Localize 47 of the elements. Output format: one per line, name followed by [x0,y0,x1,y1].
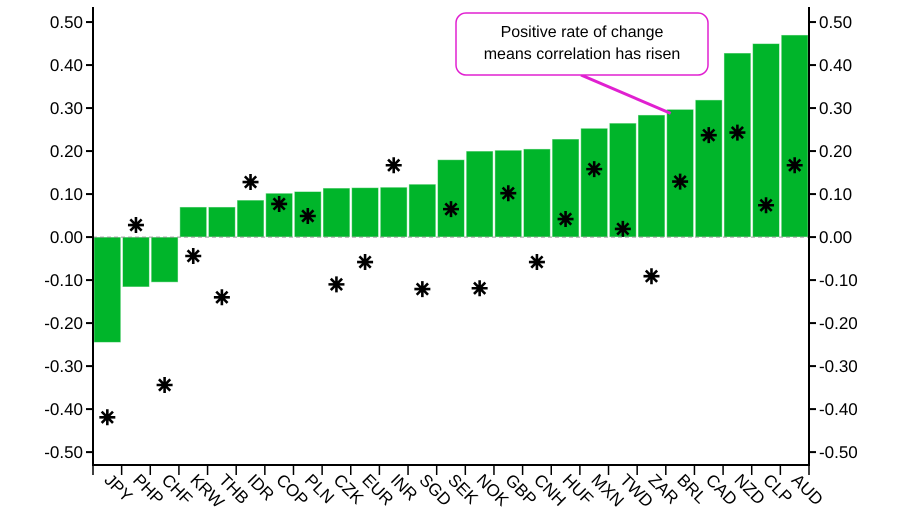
point [584,160,604,178]
y-tick-label: -0.50 [44,443,83,462]
y-tick-label: 0.30 [50,99,83,118]
y2-tick-label: 0.00 [819,228,852,248]
y-tick-label: 0.00 [50,228,83,248]
point [184,246,203,266]
y-tick-label: 0.50 [50,13,83,32]
y-tick-label: -0.10 [44,271,83,290]
point [785,156,804,175]
y2-tick-label: -0.20 [819,314,858,334]
y2-tick-label: -0.50 [819,443,858,462]
point [728,123,747,142]
point [442,200,460,218]
point [470,278,489,298]
point [98,408,117,427]
point [356,252,374,272]
y2-tick-label: 0.40 [819,56,852,76]
y2-tick-label: 0.50 [819,13,852,32]
y2-tick-label: -0.10 [819,271,858,290]
y2-tick-label: -0.30 [819,357,858,376]
point [699,126,718,144]
point [642,266,661,286]
y-tick-label: 0.10 [50,185,83,204]
point [528,252,546,272]
point [155,376,174,394]
y-tick-label: 0.40 [50,56,83,76]
y-tick-label: -0.40 [44,400,83,420]
y-tick-label: -0.20 [44,314,83,334]
point [498,184,518,203]
point [413,280,432,298]
y2-tick-label: 0.30 [819,99,852,118]
point [556,210,575,228]
point [212,288,232,307]
point [384,156,404,175]
y-tick-label: -0.30 [44,357,83,376]
point [756,196,776,215]
y2-tick-label: 0.20 [819,142,852,162]
point [126,216,146,234]
point [327,275,346,294]
point [241,172,260,192]
point [270,194,288,214]
annotation: Positive rate of change means correlation has risen [484,24,680,63]
y2-tick-label: -0.40 [819,400,858,420]
point [614,220,632,238]
y-tick-label: 0.20 [50,142,83,162]
y2-tick-label: 0.10 [819,185,852,204]
point [670,172,690,191]
